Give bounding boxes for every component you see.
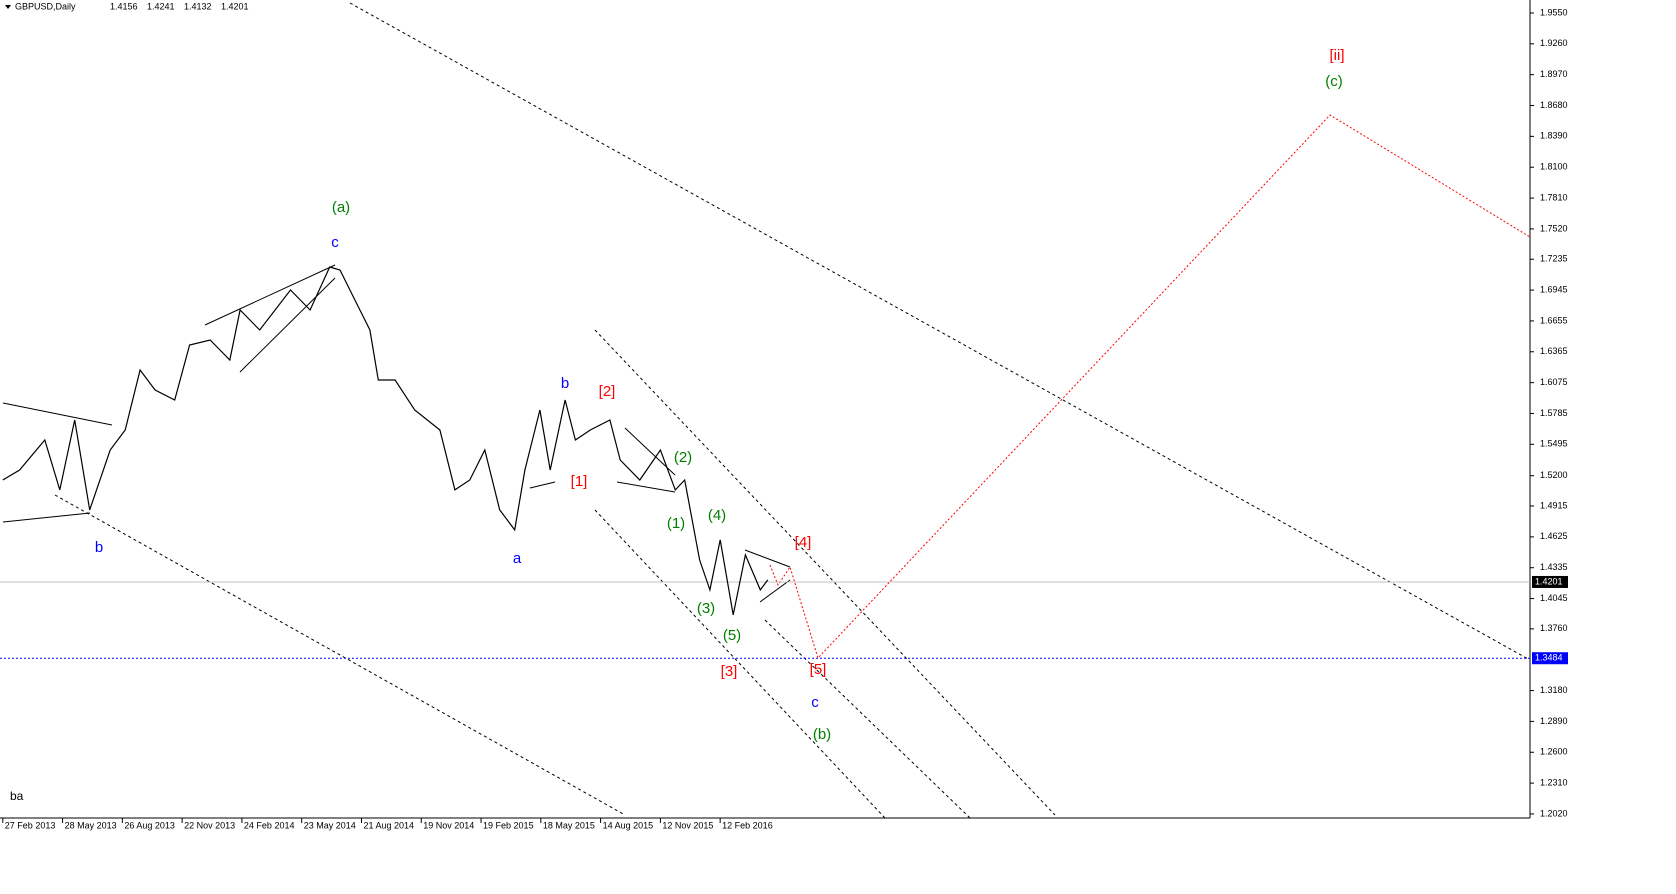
y-tick-label: 1.6075 [1540,377,1568,387]
wave-label: [1] [571,473,588,490]
y-tick-label: 1.2890 [1540,716,1568,726]
y-tick-label: 1.5495 [1540,439,1568,449]
x-tick-label: 21 Aug 2014 [363,820,414,830]
ohlc-value: 1.4241 [147,1,175,11]
ohlc-value: 1.4156 [110,1,138,11]
x-tick-label: 23 May 2014 [304,820,356,830]
drawings [2,2,1531,819]
wedge-line [2,402,113,426]
wave-label: (2) [674,449,692,466]
y-tick-label: 1.4045 [1540,593,1568,603]
symbol-label: GBPUSD,Daily [15,1,76,11]
wedge-line [204,264,336,326]
y-tick-label: 1.4915 [1540,500,1568,510]
y-tick-label: 1.3760 [1540,623,1568,633]
wave-label: b [561,375,569,392]
wave-label: [4] [795,534,812,551]
wave-label: [ii] [1330,47,1345,64]
wave-label: b [95,539,103,556]
price-label: 1.4201 [1535,576,1563,586]
wave-label: (c) [1325,73,1343,90]
triangle-line [744,549,791,568]
projection-path [769,114,1531,659]
y-tick-label: 1.7520 [1540,223,1568,233]
x-tick-label: 28 May 2013 [65,820,117,830]
x-tick-label: 12 Nov 2015 [662,820,713,830]
y-tick-label: 1.9550 [1540,7,1568,17]
x-tick-label: 19 Nov 2014 [423,820,474,830]
y-tick-label: 1.5785 [1540,408,1568,418]
price-line-series [2,266,769,616]
y-tick-label: 1.8100 [1540,162,1568,172]
trend-line [54,494,626,816]
y-tick-label: 1.6945 [1540,284,1568,294]
x-tick-label: 26 Aug 2013 [124,820,175,830]
y-tick-label: 1.7235 [1540,254,1568,264]
wave-label: (a) [332,199,350,216]
price-label-box [1532,575,1568,588]
y-tick-label: 1.6655 [1540,315,1568,325]
wave-label: a [513,550,522,567]
y-tick-label: 1.8970 [1540,69,1568,79]
y-tick-label: 1.5200 [1540,470,1568,480]
menu-arrow[interactable] [5,5,11,9]
y-tick-label: 1.4335 [1540,562,1568,572]
x-tick-label: 18 May 2015 [543,820,595,830]
y-tick-label: 1.7810 [1540,192,1568,202]
wedge-line [529,481,556,489]
y-tick-label: 1.2310 [1540,777,1568,787]
x-tick-label: 19 Feb 2015 [483,820,534,830]
corner-text: ba [10,789,24,803]
y-tick-label: 1.4625 [1540,531,1568,541]
wedge-line [2,512,91,523]
wave-label: c [811,694,819,711]
y-tick-label: 1.6365 [1540,346,1568,356]
y-tick-label: 1.8390 [1540,131,1568,141]
x-tick-label: 27 Feb 2013 [5,820,56,830]
wave-label: [5] [810,661,827,678]
wave-label: (1) [667,515,685,532]
price-label-box [1532,652,1568,665]
y-tick-label: 1.3180 [1540,685,1568,695]
trend-line [594,509,886,819]
wave-label: [2] [599,383,616,400]
ohlc-value: 1.4201 [221,1,249,11]
wave-label: (5) [723,627,741,644]
wedge-line [616,481,676,493]
y-tick-label: 1.8680 [1540,100,1568,110]
y-tick-label: 1.2600 [1540,747,1568,757]
x-tick-label: 22 Nov 2013 [184,820,235,830]
trend-line [349,2,1531,661]
wave-label: (4) [708,507,726,524]
wedge-line [239,277,336,373]
ohlc-value: 1.4132 [184,1,212,11]
x-tick-label: 24 Feb 2014 [244,820,295,830]
trend-line [764,619,971,819]
wave-label: c [331,234,339,251]
x-tick-label: 12 Feb 2016 [722,820,773,830]
y-tick-label: 1.9260 [1540,38,1568,48]
wave-label: (b) [813,726,831,743]
price-label: 1.3484 [1535,653,1563,663]
wave-label: [3] [721,663,738,680]
wave-label: (3) [697,600,715,617]
y-tick-label: 1.2020 [1540,808,1568,818]
triangle-line [759,579,791,603]
x-tick-label: 14 Aug 2015 [603,820,654,830]
